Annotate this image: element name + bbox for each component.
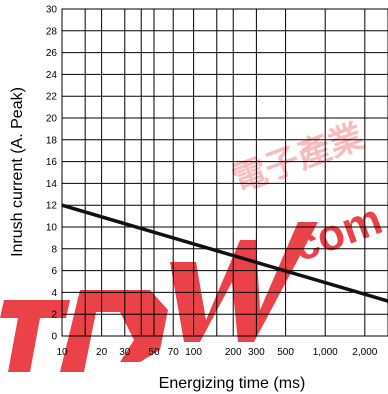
x-tick-label: 20: [96, 347, 108, 358]
y-tick-label: 22: [46, 92, 58, 103]
x-tick-label: 10: [56, 347, 68, 358]
y-tick-label: 2: [51, 310, 57, 321]
y-tick-label: 30: [46, 5, 58, 16]
y-axis-title: Inrush current (A. Peak): [9, 87, 26, 257]
watermark-letter-shape-1: [0, 300, 70, 372]
x-axis-ticks: 10 20 30 50 70 100 200 300 500 1,000 2,000: [56, 347, 377, 358]
y-tick-label: 26: [46, 48, 58, 59]
y-tick-label: 10: [46, 223, 58, 234]
watermark-letter-shape-3: [170, 222, 318, 342]
x-tick-label: 500: [277, 347, 294, 358]
y-tick-label: 6: [51, 266, 57, 277]
x-tick-label: 200: [225, 347, 242, 358]
x-tick-label: 100: [185, 347, 202, 358]
x-tick-label: 300: [248, 347, 265, 358]
y-tick-label: 0: [51, 332, 57, 343]
x-tick-label: 70: [168, 347, 180, 358]
y-tick-label: 12: [46, 201, 58, 212]
x-tick-label: 50: [148, 347, 160, 358]
watermark-latin-text: com: [287, 194, 388, 271]
plot-frame: [61, 8, 388, 337]
x-axis-title: Energizing time (ms): [159, 375, 306, 392]
watermark-cjk-text: 電子產業: [227, 116, 368, 199]
y-tick-label: 18: [46, 135, 58, 146]
y-tick-label: 8: [51, 244, 57, 255]
x-tick-label: 30: [119, 347, 131, 358]
series-layer: [61, 203, 388, 303]
y-tick-label: 20: [46, 114, 58, 125]
y-tick-label: 16: [46, 157, 58, 168]
y-tick-label: 24: [46, 70, 58, 81]
y-tick-label: 14: [46, 179, 58, 190]
y-tick-label: 4: [51, 288, 57, 299]
x-tick-label: 2,000: [352, 347, 377, 358]
y-tick-label: 28: [46, 26, 58, 37]
watermark-letter-shape-2: [60, 290, 168, 372]
x-tick-label: 1,000: [313, 347, 338, 358]
series-line: [61, 203, 388, 303]
